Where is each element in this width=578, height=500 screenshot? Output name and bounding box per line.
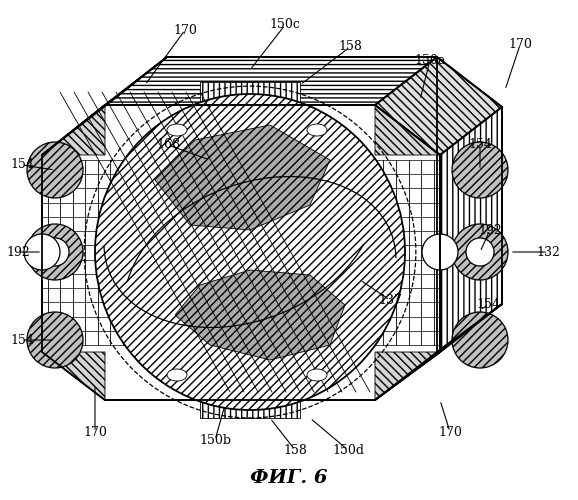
Text: 158: 158 — [283, 444, 307, 456]
Polygon shape — [42, 105, 440, 400]
Polygon shape — [440, 107, 502, 352]
Ellipse shape — [167, 369, 187, 381]
Text: 168: 168 — [156, 138, 180, 151]
Polygon shape — [200, 82, 300, 115]
Text: 170: 170 — [83, 426, 107, 438]
Text: 150d: 150d — [332, 444, 364, 456]
Polygon shape — [155, 125, 330, 230]
Polygon shape — [375, 57, 502, 155]
Ellipse shape — [167, 124, 187, 136]
Circle shape — [452, 312, 508, 368]
Text: 170: 170 — [508, 38, 532, 52]
Polygon shape — [42, 352, 105, 400]
Polygon shape — [105, 57, 437, 105]
Text: 154: 154 — [10, 158, 34, 172]
Polygon shape — [175, 270, 345, 360]
Ellipse shape — [307, 369, 327, 381]
Polygon shape — [42, 57, 167, 155]
Circle shape — [27, 142, 83, 198]
Polygon shape — [375, 105, 440, 155]
Text: 150c: 150c — [269, 18, 301, 32]
Ellipse shape — [95, 94, 405, 410]
Polygon shape — [375, 304, 502, 400]
Text: 192: 192 — [6, 246, 30, 258]
Circle shape — [422, 234, 458, 270]
Circle shape — [452, 224, 508, 280]
Circle shape — [452, 142, 508, 198]
Text: ФИГ. 6: ФИГ. 6 — [250, 469, 328, 487]
Circle shape — [27, 224, 83, 280]
Circle shape — [41, 238, 69, 266]
Text: 158: 158 — [338, 40, 362, 54]
Text: 150b: 150b — [199, 434, 231, 446]
Text: 154: 154 — [468, 138, 492, 151]
Text: 154: 154 — [10, 334, 34, 346]
Text: 150a: 150a — [414, 54, 446, 66]
Polygon shape — [42, 105, 105, 155]
Circle shape — [466, 238, 494, 266]
Polygon shape — [375, 352, 440, 400]
Text: 170: 170 — [438, 426, 462, 438]
Circle shape — [27, 312, 83, 368]
Text: 154: 154 — [476, 298, 500, 312]
Text: 132: 132 — [536, 246, 560, 258]
Text: 192: 192 — [478, 224, 502, 236]
Text: 170: 170 — [173, 24, 197, 36]
Ellipse shape — [307, 124, 327, 136]
Circle shape — [24, 234, 60, 270]
Text: 137: 137 — [378, 294, 402, 306]
Polygon shape — [200, 385, 300, 418]
